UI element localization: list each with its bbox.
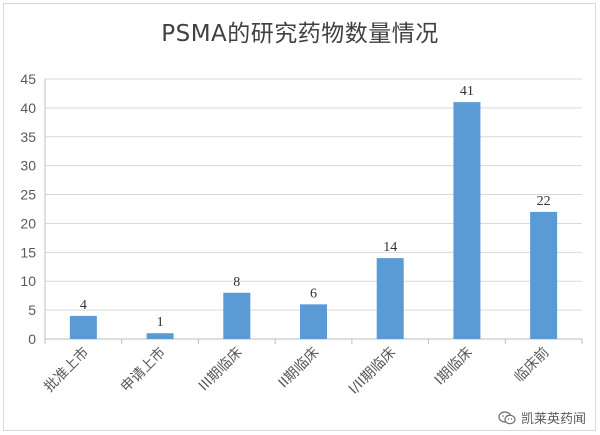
wechat-icon	[498, 410, 516, 424]
chart-frame	[3, 3, 596, 431]
y-tick-label: 15	[20, 244, 36, 260]
y-tick-label: 45	[20, 71, 36, 87]
bar	[146, 333, 174, 339]
data-label: 8	[233, 275, 240, 290]
bar	[453, 102, 481, 339]
y-tick-label: 10	[20, 273, 36, 289]
data-label: 4	[80, 298, 87, 313]
y-tick-label: 25	[20, 187, 36, 203]
y-tick-label: 35	[20, 129, 36, 145]
x-category-label: 临床前	[511, 344, 553, 386]
x-category-label: 批准上市	[41, 344, 93, 396]
x-category-label: I期临床	[432, 345, 476, 389]
data-label: 14	[383, 240, 397, 255]
x-category-label: III期临床	[196, 345, 246, 395]
chart-title: PSMA的研究药物数量情况	[161, 21, 439, 47]
y-tick-label: 30	[20, 158, 36, 174]
bar	[530, 211, 558, 339]
data-label: 22	[537, 194, 551, 209]
x-category-label: I/II期临床	[346, 345, 399, 398]
y-tick-label: 20	[20, 215, 36, 231]
watermark-text: 凯莱英药闻	[520, 412, 586, 427]
watermark: 凯莱英药闻	[498, 408, 586, 427]
bar	[223, 292, 251, 339]
y-tick-label: 40	[20, 100, 36, 116]
data-label: 41	[460, 84, 474, 99]
y-tick-label: 5	[28, 302, 36, 318]
bar	[376, 258, 404, 339]
bar	[69, 315, 97, 339]
y-tick-label: 0	[28, 331, 36, 347]
x-category-label: 申请上市	[117, 344, 169, 396]
x-category-label: II期临床	[275, 345, 322, 392]
data-label: 1	[157, 315, 164, 330]
bar	[300, 304, 327, 339]
data-label: 6	[310, 286, 317, 301]
